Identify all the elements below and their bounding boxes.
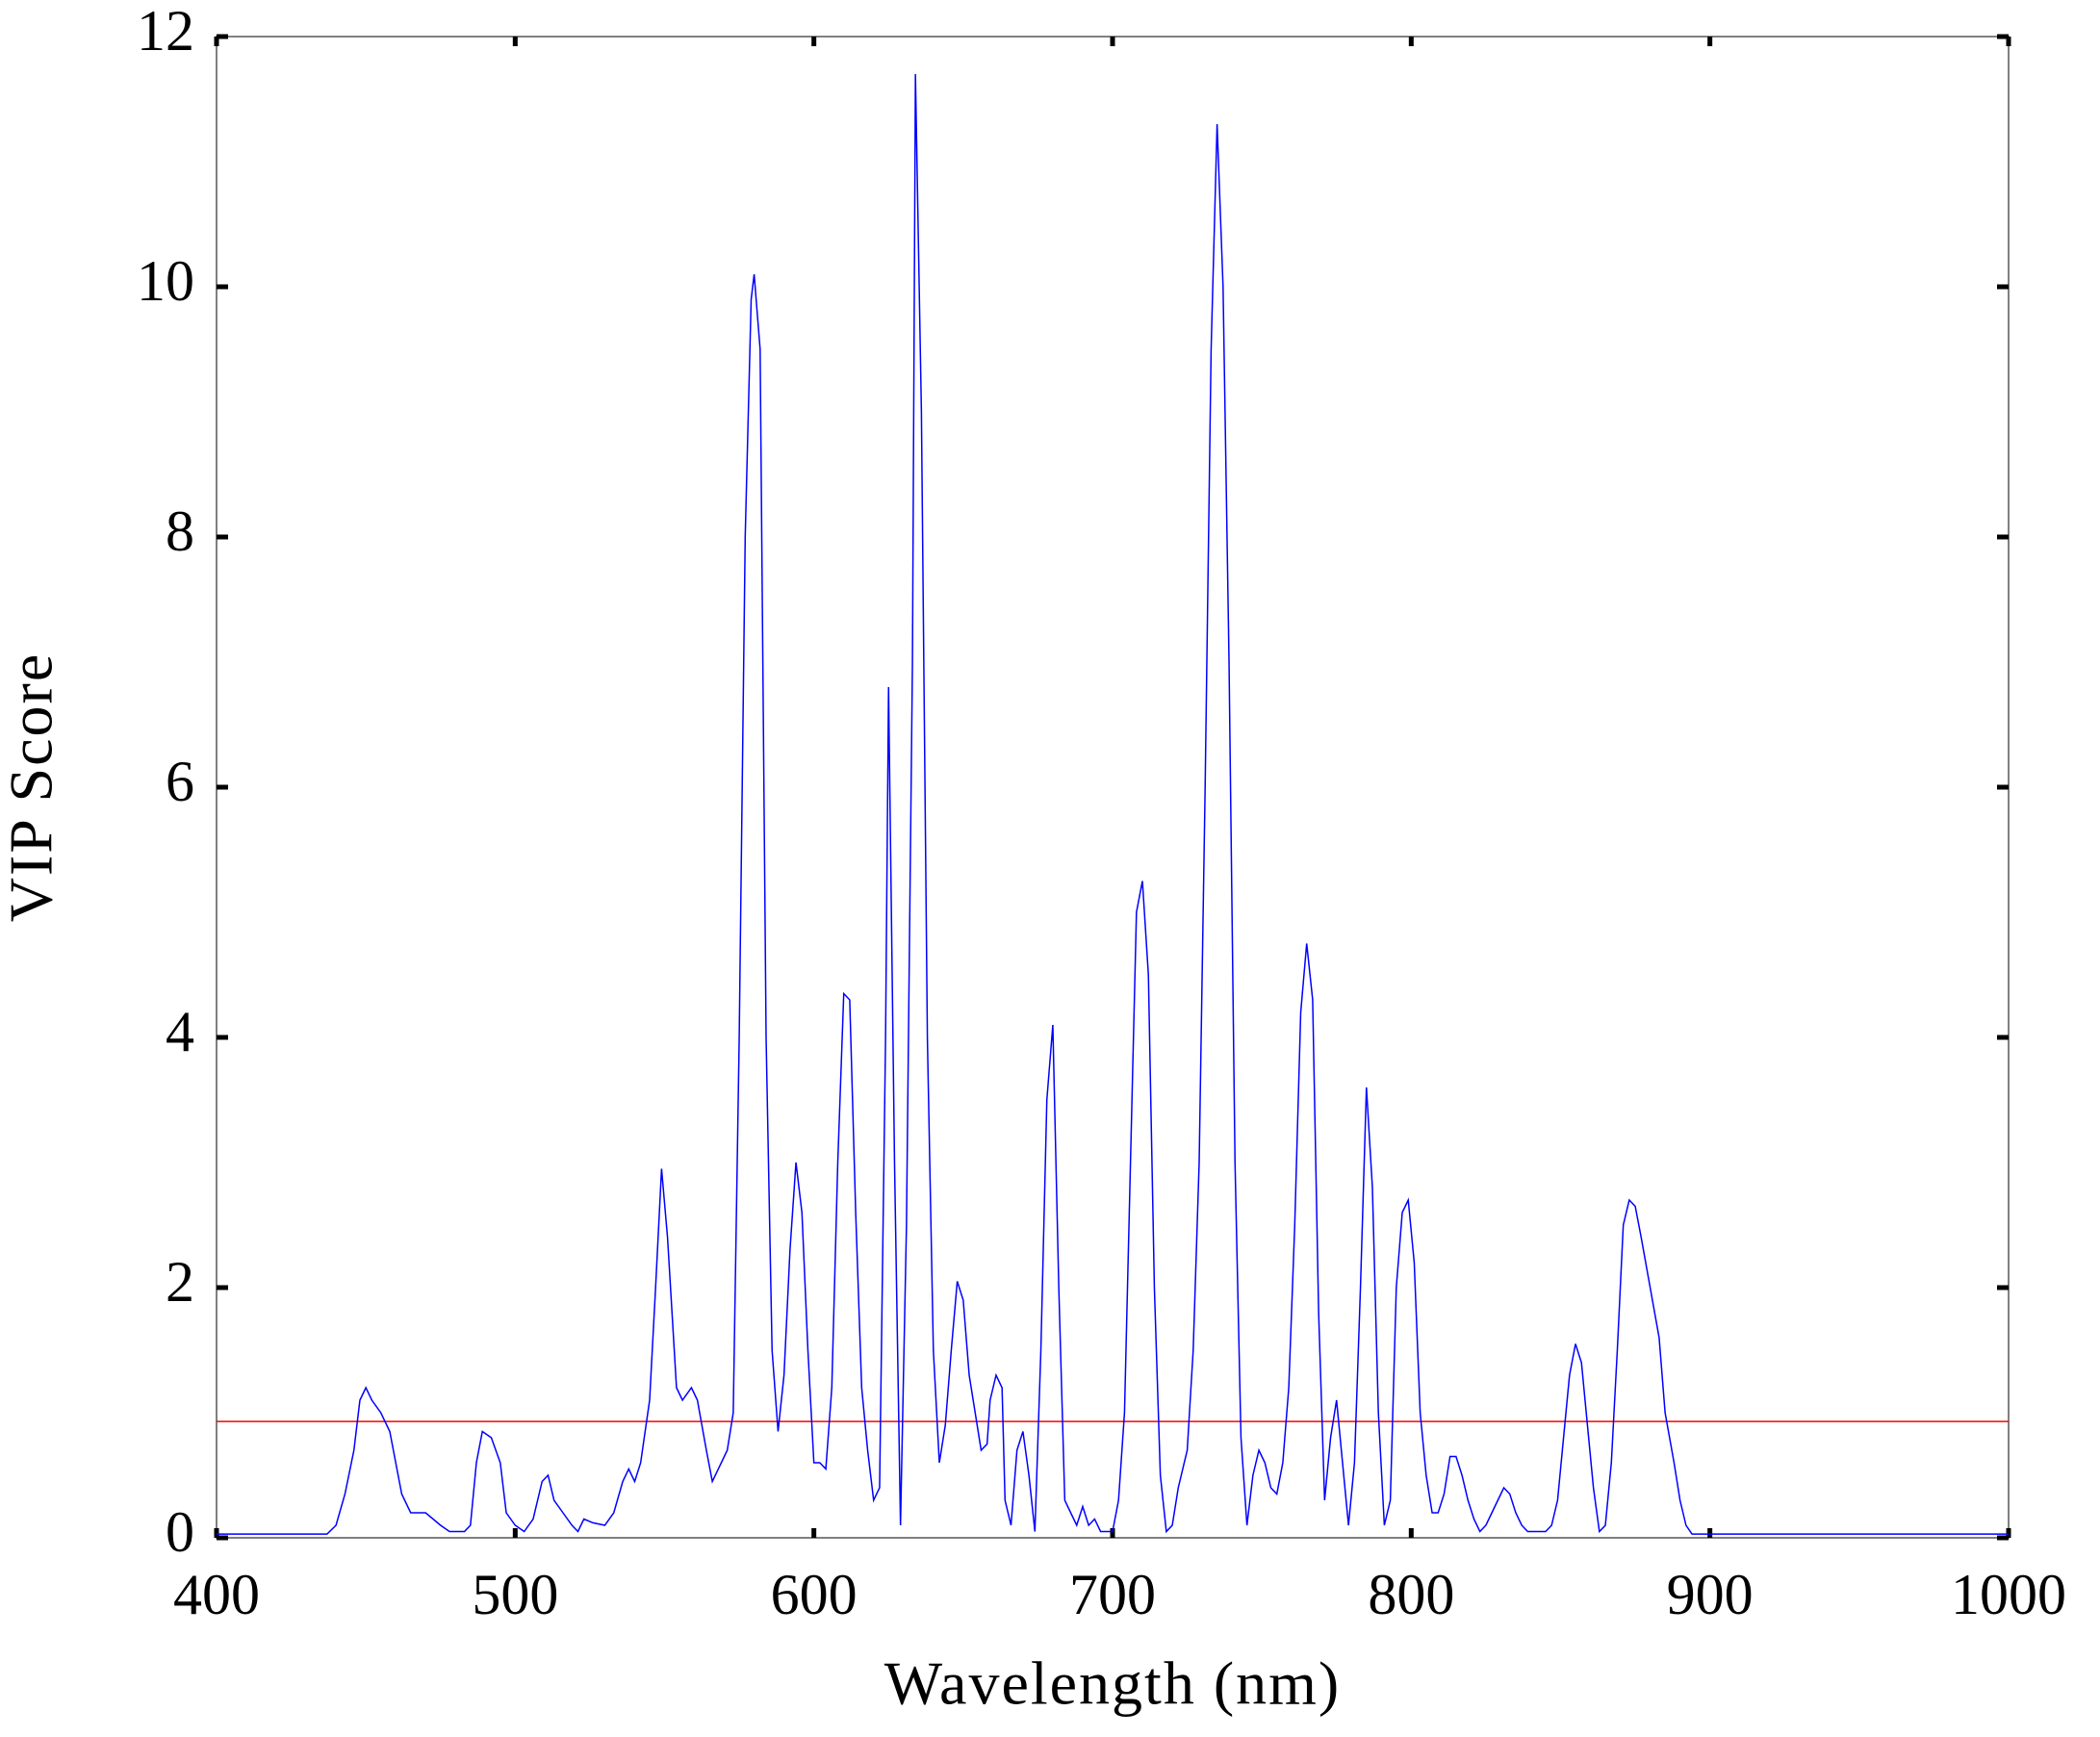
y-tick-label: 12	[137, 0, 194, 63]
y-tick-label: 6	[166, 750, 194, 813]
y-tick-label: 8	[166, 499, 194, 563]
x-tick-label: 500	[472, 1563, 558, 1626]
x-tick-label: 700	[1069, 1563, 1156, 1626]
y-tick-label: 4	[166, 1000, 194, 1063]
y-axis-label: VIP Score	[0, 652, 65, 922]
x-axis-label: Wavelength (nm)	[884, 1649, 1341, 1718]
x-tick-label: 800	[1368, 1563, 1454, 1626]
x-tick-label: 600	[771, 1563, 858, 1626]
y-tick-label: 2	[166, 1250, 194, 1314]
x-tick-label: 400	[173, 1563, 260, 1626]
y-tick-label: 10	[137, 249, 194, 313]
x-tick-label: 1000	[1951, 1563, 2066, 1626]
plot-frame	[216, 36, 2010, 1539]
data-line	[217, 73, 2009, 1535]
x-tick-label: 900	[1667, 1563, 1754, 1626]
y-tick-label: 0	[166, 1500, 194, 1564]
